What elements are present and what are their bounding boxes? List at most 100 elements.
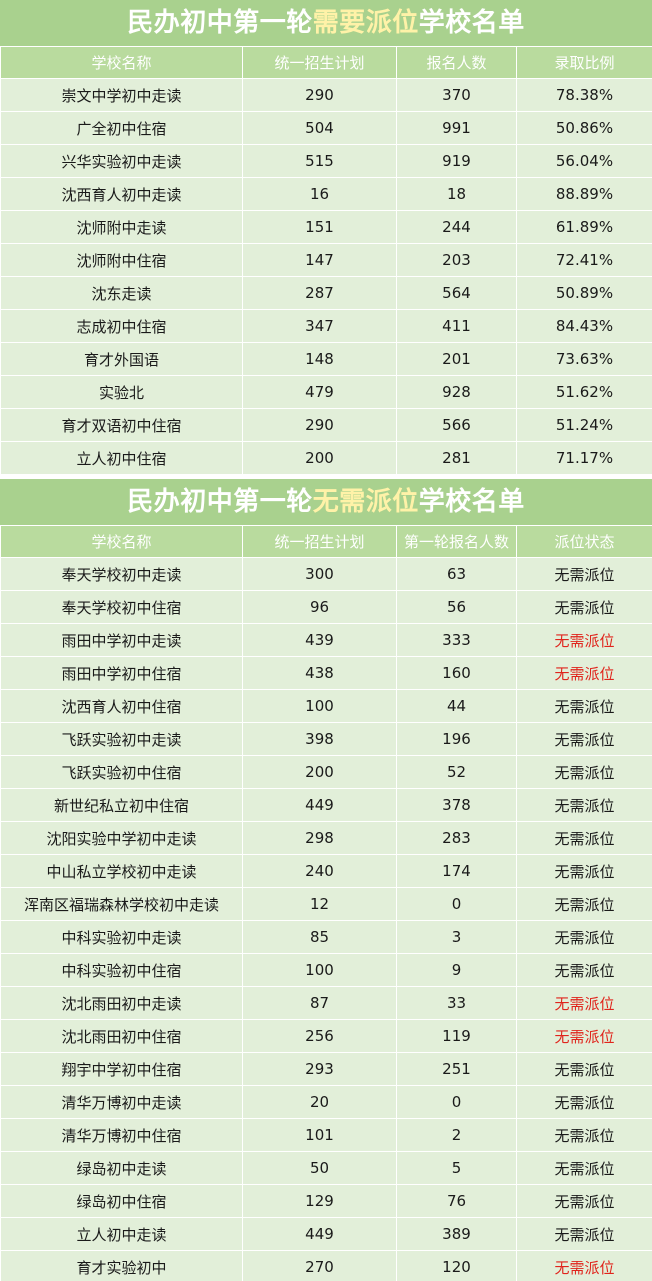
cell-school-name: 清华万博初中住宿 <box>0 1118 243 1152</box>
cell-school-name: 志成初中住宿 <box>0 309 243 343</box>
cell-status: 无需派位 <box>516 1184 652 1218</box>
cell-status: 无需派位 <box>516 656 652 690</box>
cell-plan: 20 <box>242 1085 397 1119</box>
header-plan: 统一招生计划 <box>242 46 397 79</box>
cell-plan: 293 <box>242 1052 397 1086</box>
cell-plan: 12 <box>242 887 397 921</box>
table-row: 立人初中走读 449 389 无需派位 <box>0 1217 652 1251</box>
cell-first-round-applicants: 3 <box>396 920 517 954</box>
cell-plan: 16 <box>242 177 397 211</box>
cell-plan: 515 <box>242 144 397 178</box>
cell-school-name: 中科实验初中住宿 <box>0 953 243 987</box>
section2-title-pre: 民办初中第一轮 <box>127 487 313 517</box>
cell-ratio: 56.04% <box>516 144 652 178</box>
cell-school-name: 沈师附中住宿 <box>0 243 243 277</box>
cell-school-name: 沈北雨田初中住宿 <box>0 1019 243 1053</box>
cell-ratio: 61.89% <box>516 210 652 244</box>
cell-school-name: 飞跃实验初中走读 <box>0 722 243 756</box>
cell-first-round-applicants: 56 <box>396 590 517 624</box>
table-need-lottery: 学校名称 统一招生计划 报名人数 录取比例 崇文中学初中走读 290 370 78.3… <box>0 46 652 475</box>
cell-first-round-applicants: 76 <box>396 1184 517 1218</box>
cell-plan: 151 <box>242 210 397 244</box>
cell-first-round-applicants: 283 <box>396 821 517 855</box>
cell-school-name: 育才实验初中 <box>0 1250 243 1281</box>
cell-plan: 100 <box>242 953 397 987</box>
cell-ratio: 78.38% <box>516 78 652 112</box>
cell-school-name: 新世纪私立初中住宿 <box>0 788 243 822</box>
section2-title: 民办初中第一轮无需派位学校名单 <box>0 479 652 525</box>
section2-title-highlight: 无需派位 <box>312 487 419 517</box>
cell-ratio: 84.43% <box>516 309 652 343</box>
cell-status: 无需派位 <box>516 854 652 888</box>
cell-school-name: 沈西育人初中走读 <box>0 177 243 211</box>
cell-school-name: 沈阳实验中学初中走读 <box>0 821 243 855</box>
cell-ratio: 51.24% <box>516 408 652 442</box>
cell-school-name: 沈西育人初中住宿 <box>0 689 243 723</box>
cell-first-round-applicants: 9 <box>396 953 517 987</box>
cell-ratio: 50.86% <box>516 111 652 145</box>
header-school-name: 学校名称 <box>0 46 243 79</box>
cell-ratio: 72.41% <box>516 243 652 277</box>
cell-status: 无需派位 <box>516 623 652 657</box>
header-plan: 统一招生计划 <box>242 525 397 558</box>
cell-plan: 50 <box>242 1151 397 1185</box>
cell-plan: 200 <box>242 441 397 475</box>
cell-plan: 256 <box>242 1019 397 1053</box>
cell-plan: 96 <box>242 590 397 624</box>
table-row: 立人初中住宿 200 281 71.17% <box>0 441 652 475</box>
cell-school-name: 翔宇中学初中住宿 <box>0 1052 243 1086</box>
table-row: 雨田中学初中住宿 438 160 无需派位 <box>0 656 652 690</box>
cell-school-name: 清华万博初中走读 <box>0 1085 243 1119</box>
cell-first-round-applicants: 333 <box>396 623 517 657</box>
table-header-row: 学校名称 统一招生计划 报名人数 录取比例 <box>0 46 652 79</box>
cell-applicants: 411 <box>396 309 517 343</box>
cell-status: 无需派位 <box>516 1085 652 1119</box>
table-row: 沈师附中住宿 147 203 72.41% <box>0 243 652 277</box>
table-row: 绿岛初中走读 50 5 无需派位 <box>0 1151 652 1185</box>
table-row: 沈北雨田初中走读 87 33 无需派位 <box>0 986 652 1020</box>
cell-applicants: 991 <box>396 111 517 145</box>
cell-status: 无需派位 <box>516 1250 652 1281</box>
table-row: 绿岛初中住宿 129 76 无需派位 <box>0 1184 652 1218</box>
header-school-name: 学校名称 <box>0 525 243 558</box>
header-applicants: 报名人数 <box>396 46 517 79</box>
cell-status: 无需派位 <box>516 1217 652 1251</box>
table-row: 清华万博初中走读 20 0 无需派位 <box>0 1085 652 1119</box>
cell-first-round-applicants: 389 <box>396 1217 517 1251</box>
table-row: 雨田中学初中走读 439 333 无需派位 <box>0 623 652 657</box>
cell-plan: 290 <box>242 408 397 442</box>
cell-applicants: 928 <box>396 375 517 409</box>
table-no-lottery: 学校名称 统一招生计划 第一轮报名人数 派位状态 奉天学校初中走读 300 63 无需… <box>0 525 652 1281</box>
table-row: 沈西育人初中走读 16 18 88.89% <box>0 177 652 211</box>
table-row: 育才双语初中住宿 290 566 51.24% <box>0 408 652 442</box>
cell-status: 无需派位 <box>516 986 652 1020</box>
cell-school-name: 中科实验初中走读 <box>0 920 243 954</box>
cell-applicants: 244 <box>396 210 517 244</box>
header-ratio: 录取比例 <box>516 46 652 79</box>
table-header-row: 学校名称 统一招生计划 第一轮报名人数 派位状态 <box>0 525 652 558</box>
cell-plan: 270 <box>242 1250 397 1281</box>
cell-status: 无需派位 <box>516 1052 652 1086</box>
cell-plan: 85 <box>242 920 397 954</box>
cell-plan: 240 <box>242 854 397 888</box>
cell-plan: 148 <box>242 342 397 376</box>
cell-school-name: 育才双语初中住宿 <box>0 408 243 442</box>
cell-status: 无需派位 <box>516 590 652 624</box>
cell-school-name: 绿岛初中住宿 <box>0 1184 243 1218</box>
cell-plan: 449 <box>242 788 397 822</box>
cell-status: 无需派位 <box>516 1151 652 1185</box>
cell-ratio: 73.63% <box>516 342 652 376</box>
cell-plan: 147 <box>242 243 397 277</box>
cell-plan: 449 <box>242 1217 397 1251</box>
cell-first-round-applicants: 0 <box>396 1085 517 1119</box>
cell-applicants: 203 <box>396 243 517 277</box>
table-row: 沈师附中走读 151 244 61.89% <box>0 210 652 244</box>
cell-school-name: 立人初中走读 <box>0 1217 243 1251</box>
cell-applicants: 566 <box>396 408 517 442</box>
cell-school-name: 崇文中学初中走读 <box>0 78 243 112</box>
cell-status: 无需派位 <box>516 755 652 789</box>
cell-status: 无需派位 <box>516 557 652 591</box>
cell-first-round-applicants: 0 <box>396 887 517 921</box>
cell-first-round-applicants: 2 <box>396 1118 517 1152</box>
cell-plan: 479 <box>242 375 397 409</box>
